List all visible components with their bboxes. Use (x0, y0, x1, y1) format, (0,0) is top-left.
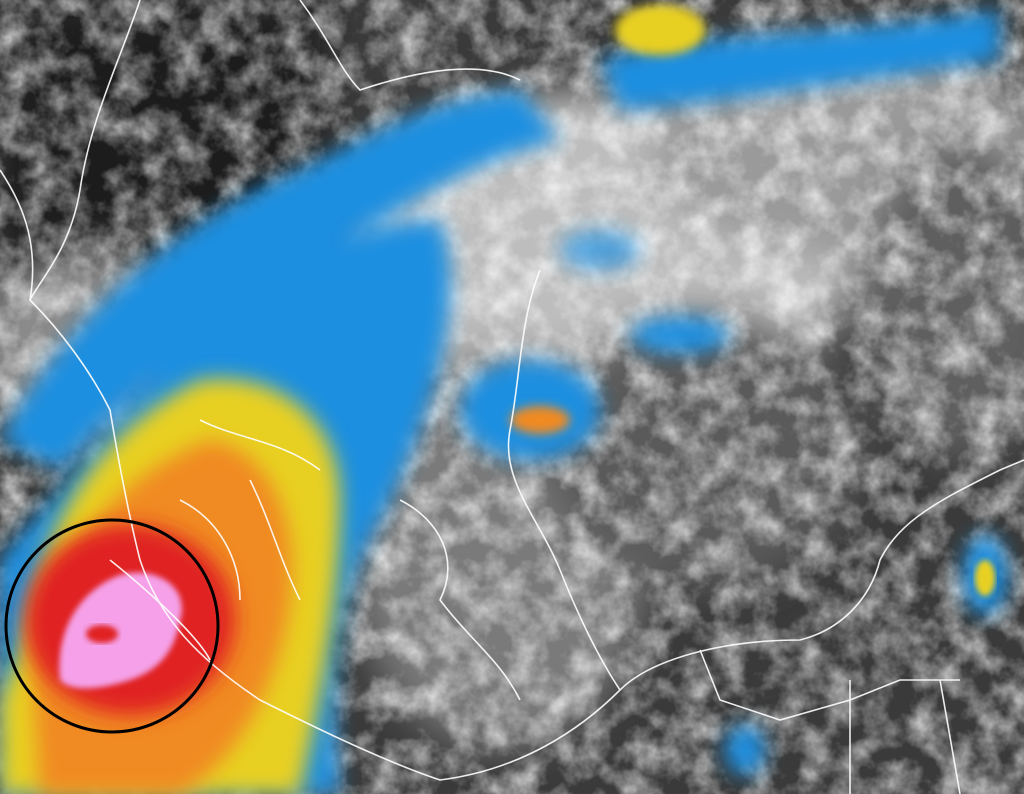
hurricane (0, 5, 995, 794)
highlight-circle (4, 518, 220, 734)
